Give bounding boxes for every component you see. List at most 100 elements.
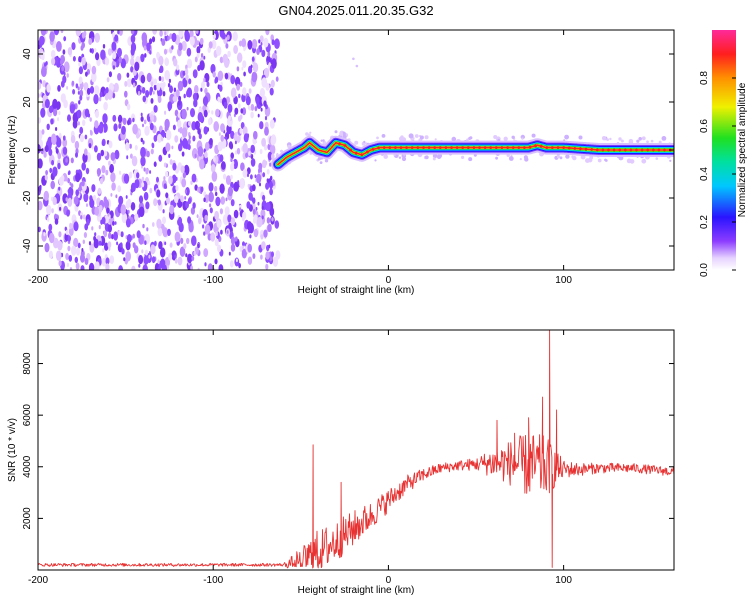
noise-cell: [165, 129, 172, 141]
ridge-halo-dot: [495, 156, 498, 160]
noise-cell: [110, 193, 113, 197]
noise-cell: [268, 244, 271, 249]
noise-cell: [57, 240, 63, 251]
ridge-halo-dot: [451, 136, 457, 142]
noise-cell: [160, 136, 164, 142]
noise-cell: [265, 202, 271, 212]
ridge-halo-dot: [572, 155, 577, 161]
noise-cell: [219, 183, 225, 194]
ridge-peak-dot: [629, 148, 633, 152]
noise-cell: [149, 187, 153, 194]
noise-cell: [121, 248, 125, 255]
noise-cell: [63, 36, 67, 42]
noise-cell: [99, 91, 103, 98]
ridge-halo-dot: [374, 159, 377, 162]
noise-cell: [164, 110, 167, 115]
noise-cell: [102, 44, 106, 49]
noise-cell: [91, 65, 97, 75]
noise-cell: [168, 175, 173, 185]
ridge-peak-dot: [494, 146, 498, 150]
noise-cell: [242, 211, 247, 220]
noise-cell: [48, 232, 55, 244]
noise-cell: [89, 129, 92, 134]
spectrogram-ridge: [271, 57, 674, 172]
ridge-halo-dot: [650, 139, 654, 143]
noise-cell: [193, 250, 196, 256]
noise-cell: [81, 180, 85, 187]
noise-cell: [116, 241, 119, 246]
noise-cell: [130, 34, 136, 44]
ridge-halo-dot: [661, 136, 667, 141]
stray-blob: [352, 57, 355, 61]
noise-cell: [103, 196, 108, 203]
ridge-peak-dot: [562, 146, 565, 150]
noise-cell: [81, 41, 85, 49]
noise-cell: [252, 208, 256, 215]
noise-cell: [177, 100, 181, 106]
ridge-peak-dot: [427, 146, 431, 150]
noise-cell: [158, 76, 162, 81]
noise-cell: [239, 245, 243, 253]
ridge-halo-dot: [322, 139, 325, 142]
noise-cell: [153, 198, 158, 207]
noise-cell: [257, 113, 260, 118]
noise-cell: [141, 176, 145, 182]
noise-cell: [145, 168, 149, 175]
y-tick-label: 20: [22, 96, 33, 108]
noise-cell: [78, 56, 82, 63]
noise-cell: [101, 165, 106, 174]
ridge-halo-dot: [468, 157, 473, 162]
ridge-peak-dot: [360, 153, 364, 157]
noise-cell: [156, 82, 161, 91]
noise-cell: [217, 141, 223, 152]
noise-cell: [112, 65, 116, 70]
noise-cell: [88, 143, 92, 149]
noise-cell: [144, 53, 147, 58]
noise-cell: [230, 157, 233, 163]
x-tick-label: 100: [555, 275, 572, 286]
noise-cell: [72, 56, 76, 62]
noise-cell: [50, 118, 54, 125]
ridge-halo-dot: [317, 157, 321, 161]
noise-cell: [257, 201, 260, 206]
noise-cell: [105, 263, 110, 270]
noise-cell: [55, 127, 58, 131]
noise-cell: [91, 184, 96, 193]
ridge-halo-dot: [381, 134, 386, 138]
ridge-halo-dot: [604, 158, 607, 162]
noise-cell: [125, 241, 131, 251]
noise-cell: [80, 265, 85, 270]
noise-cell: [182, 171, 187, 179]
noise-cell: [146, 227, 149, 232]
noise-cell: [187, 138, 191, 145]
noise-cell: [194, 153, 197, 158]
noise-cell: [206, 106, 209, 111]
noise-cell: [213, 157, 216, 162]
noise-cell: [265, 251, 270, 260]
noise-cell: [260, 42, 263, 46]
noise-cell: [228, 251, 231, 256]
noise-cell: [191, 235, 197, 247]
noise-cell: [229, 142, 234, 150]
noise-cell: [102, 248, 105, 253]
noise-cell: [103, 150, 108, 157]
noise-cell: [70, 134, 76, 144]
noise-cell: [163, 176, 166, 181]
noise-cell: [117, 185, 122, 193]
noise-cell: [38, 129, 43, 141]
noise-cell: [122, 117, 127, 125]
noise-cell: [173, 58, 178, 67]
noise-cell: [262, 172, 266, 178]
ridge-halo-dot: [641, 136, 646, 141]
noise-cell: [177, 80, 184, 92]
noise-cell: [55, 148, 59, 154]
ridge-halo-dot: [578, 135, 583, 140]
y-tick-label: -20: [22, 190, 33, 205]
ridge-peak-dot: [489, 146, 493, 150]
noise-cell: [174, 109, 179, 117]
ridge-peak-dot: [366, 150, 369, 154]
noise-cell: [94, 48, 97, 53]
ridge-peak-dot: [450, 146, 453, 150]
noise-cell: [271, 153, 275, 161]
